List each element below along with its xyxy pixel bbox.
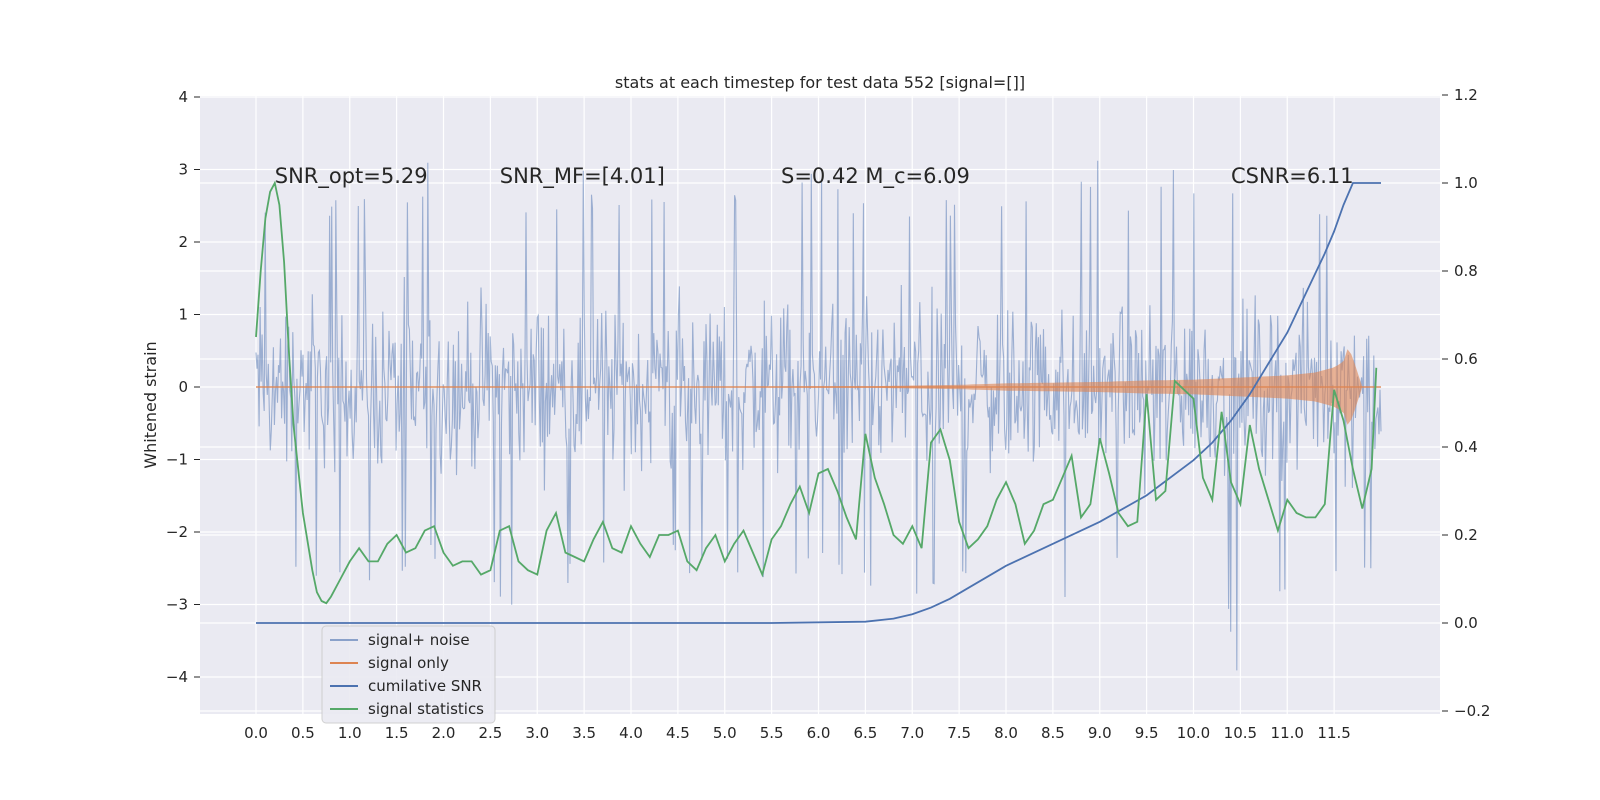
legend-label-cumulative-snr: cumilative SNR [368, 677, 482, 695]
chart-title: stats at each timestep for test data 552… [615, 73, 1025, 92]
y2-tick-label: 0.0 [1454, 614, 1478, 632]
x-tick-label: 6.0 [807, 724, 831, 742]
annotation-text-0: SNR_opt=5.29 [275, 164, 428, 189]
x-tick-label: 11.5 [1317, 724, 1350, 742]
signal-noise-series [255, 160, 1382, 671]
x-tick-label: 5.0 [713, 724, 737, 742]
x-tick-label: 5.5 [760, 724, 784, 742]
signal-statistics-line [255, 180, 1378, 605]
legend-box [321, 625, 496, 724]
y-tick-label: −1 [166, 451, 188, 469]
axes: 0.0 0.5 1.0 1.5 2.0 2.5 3.0 3.5 4.0 4.5 5.0 5.5 6.0 6… [166, 86, 1491, 742]
y-tick-label: 3 [178, 161, 188, 179]
x-tick-label: 10.5 [1224, 724, 1257, 742]
y2-tick-label: 0.6 [1454, 350, 1478, 368]
x-tick-label: 7.0 [900, 724, 924, 742]
x-tick-label: 11.0 [1271, 724, 1304, 742]
y-tick-label: 1 [178, 306, 188, 324]
x-tick-label: 6.5 [853, 724, 877, 742]
x-tick-label: 1.0 [338, 724, 362, 742]
annotation-text-1: SNR_MF=[4.01] [500, 164, 665, 189]
x-tick-label: 2.0 [432, 724, 456, 742]
signal-only-envelope [256, 349, 1363, 425]
x-tick-label: 8.5 [1041, 724, 1065, 742]
legend-label-signal-statistics: signal statistics [368, 700, 484, 718]
x-tick-label: 9.5 [1135, 724, 1159, 742]
y-tick-label: −2 [166, 523, 188, 541]
x-tick-label: 3.0 [525, 724, 549, 742]
x-tick-label: 8.0 [994, 724, 1018, 742]
y-tick-label: 2 [178, 233, 188, 251]
y2-tick-label: 0.4 [1454, 438, 1478, 456]
x-tick-label: 10.0 [1177, 724, 1210, 742]
signal-statistics-series [255, 180, 1378, 605]
y2-tick-label: 1.2 [1454, 86, 1478, 104]
x-tick-label: 4.5 [666, 724, 690, 742]
x-tick-label: 9.0 [1088, 724, 1112, 742]
x-tick-label: 0.0 [244, 724, 268, 742]
legend-label-signal-only: signal only [368, 654, 449, 672]
y2-tick-label: 0.2 [1454, 526, 1478, 544]
y2-tick-label: −0.2 [1454, 702, 1490, 720]
x-tick-label: 2.5 [478, 724, 502, 742]
y2-tick-label: 0.8 [1454, 262, 1478, 280]
annotations: SNR_opt=5.29 SNR_MF=[4.01] S=0.42 M_c=6.09… [275, 164, 1354, 189]
legend: signal+ noise signal only cumilative SNR… [321, 625, 496, 724]
x-tick-label: 7.5 [947, 724, 971, 742]
signal-noise-line [255, 160, 1382, 671]
y-tick-label: −3 [166, 596, 188, 614]
y2-tick-label: 1.0 [1454, 174, 1478, 192]
y-tick-label: 0 [178, 378, 188, 396]
x-tick-label: 4.0 [619, 724, 643, 742]
annotation-text-3: CSNR=6.11 [1231, 164, 1354, 188]
annotation-text-2: S=0.42 M_c=6.09 [781, 164, 970, 189]
x-tick-label: 0.5 [291, 724, 315, 742]
y-tick-label: −4 [166, 668, 188, 686]
x-tick-label: 1.5 [385, 724, 409, 742]
cumulative-snr-series [256, 182, 1381, 624]
signal-only-series [256, 349, 1381, 425]
y-tick-label: 4 [178, 88, 188, 106]
legend-label-signal-noise: signal+ noise [368, 631, 470, 649]
y-axis-label: Whitened strain [141, 341, 160, 468]
x-tick-label: 3.5 [572, 724, 596, 742]
cumulative-snr-line [256, 182, 1381, 624]
